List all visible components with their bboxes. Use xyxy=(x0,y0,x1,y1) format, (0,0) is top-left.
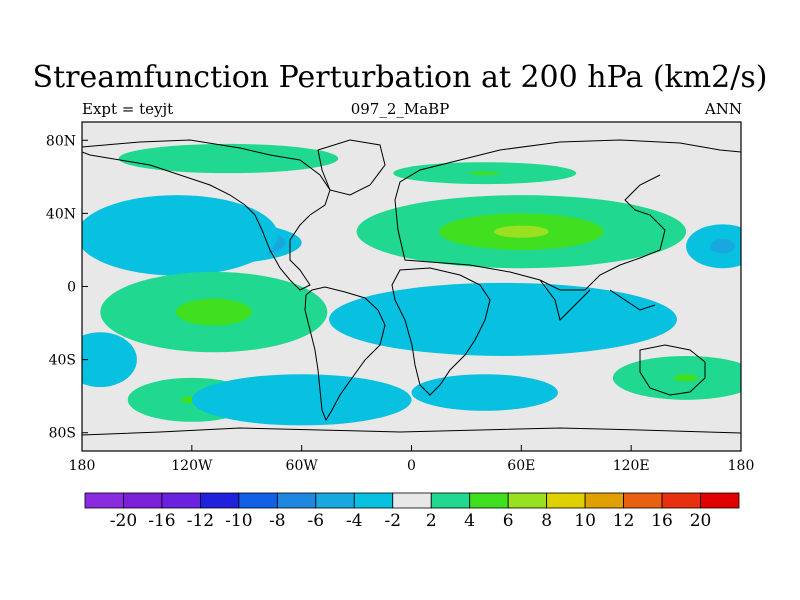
colorbar-label: -20 xyxy=(110,511,137,531)
contour-band xyxy=(94,355,107,365)
colorbar-swatch xyxy=(315,492,355,509)
contour-band xyxy=(283,395,320,405)
x-tick-label: 180 xyxy=(69,458,96,474)
colorbar-label: 16 xyxy=(651,511,673,531)
contour-band xyxy=(160,228,194,243)
colorbar-swatch xyxy=(123,492,163,509)
colorbar-swatch xyxy=(161,492,201,509)
contour-band xyxy=(469,171,500,176)
contour-band xyxy=(472,389,497,396)
colorbar-label: 2 xyxy=(426,511,437,531)
coastlines xyxy=(82,139,741,436)
colorbar: -20 -16 -12 -10 -8 -6 -4 -2 2 4 6 8 10 12 16 20 xyxy=(84,492,740,531)
subtitle-right: ANN xyxy=(704,100,742,118)
colorbar-swatch xyxy=(276,492,317,509)
contour-band xyxy=(673,374,699,382)
colorbar-swatch xyxy=(392,492,432,509)
x-tick-label: 120W xyxy=(171,458,213,474)
colorbar-label: 4 xyxy=(464,511,475,531)
y-tick-label: 40N xyxy=(46,206,76,222)
x-tick-label: 120E xyxy=(613,458,650,474)
x-tick-label: 0 xyxy=(407,458,416,474)
colorbar-swatch xyxy=(584,492,624,509)
colorbar-label: -6 xyxy=(308,511,325,531)
colorbar-label: 6 xyxy=(503,511,514,531)
y-tick-label: 80S xyxy=(49,426,76,442)
contour-band xyxy=(474,313,533,326)
chart-title: Streamfunction Perturbation at 200 hPa (… xyxy=(32,60,768,95)
colorbar-swatch xyxy=(353,492,394,509)
x-axis: 180 120W 60W 0 60E 120E 180 xyxy=(69,445,755,474)
colorbar-swatch xyxy=(546,492,586,509)
colorbar-label: -10 xyxy=(225,511,252,531)
colorbar-label: 12 xyxy=(613,511,635,531)
colorbar-label: -12 xyxy=(187,511,214,531)
colorbar-swatch xyxy=(700,492,740,509)
colorbar-label: -2 xyxy=(384,511,401,531)
contour-band xyxy=(210,156,247,161)
contour-band xyxy=(194,305,233,319)
colorbar-swatch xyxy=(661,492,701,509)
x-tick-label: 60E xyxy=(507,458,535,474)
colorbar-label: -16 xyxy=(148,511,175,531)
colorbar-swatch xyxy=(623,492,663,509)
y-tick-label: 0 xyxy=(67,280,76,296)
colorbar-label: 20 xyxy=(690,511,712,531)
x-tick-label: 180 xyxy=(728,458,755,474)
y-tick-label: 40S xyxy=(49,353,76,369)
contour-band xyxy=(716,242,729,250)
y-axis: 80N 40N 0 40S 80S xyxy=(46,133,88,442)
colorbar-label: -4 xyxy=(346,511,363,531)
colorbar-swatch xyxy=(238,492,278,509)
y-tick-label: 80N xyxy=(46,133,76,149)
x-tick-label: 60W xyxy=(286,458,319,474)
colorbar-swatch xyxy=(469,492,509,509)
subtitle-left: Expt = teyjt xyxy=(82,100,174,118)
subtitle-center: 097_2_MaBP xyxy=(350,100,450,118)
colorbar-swatch xyxy=(84,492,124,509)
colorbar-label: -8 xyxy=(269,511,286,531)
colorbar-swatch xyxy=(430,492,471,509)
colorbar-label: 10 xyxy=(574,511,596,531)
colorbar-label: 8 xyxy=(541,511,552,531)
colorbar-swatch xyxy=(507,492,548,509)
contour-band xyxy=(493,225,549,238)
colorbar-swatch xyxy=(200,492,240,509)
